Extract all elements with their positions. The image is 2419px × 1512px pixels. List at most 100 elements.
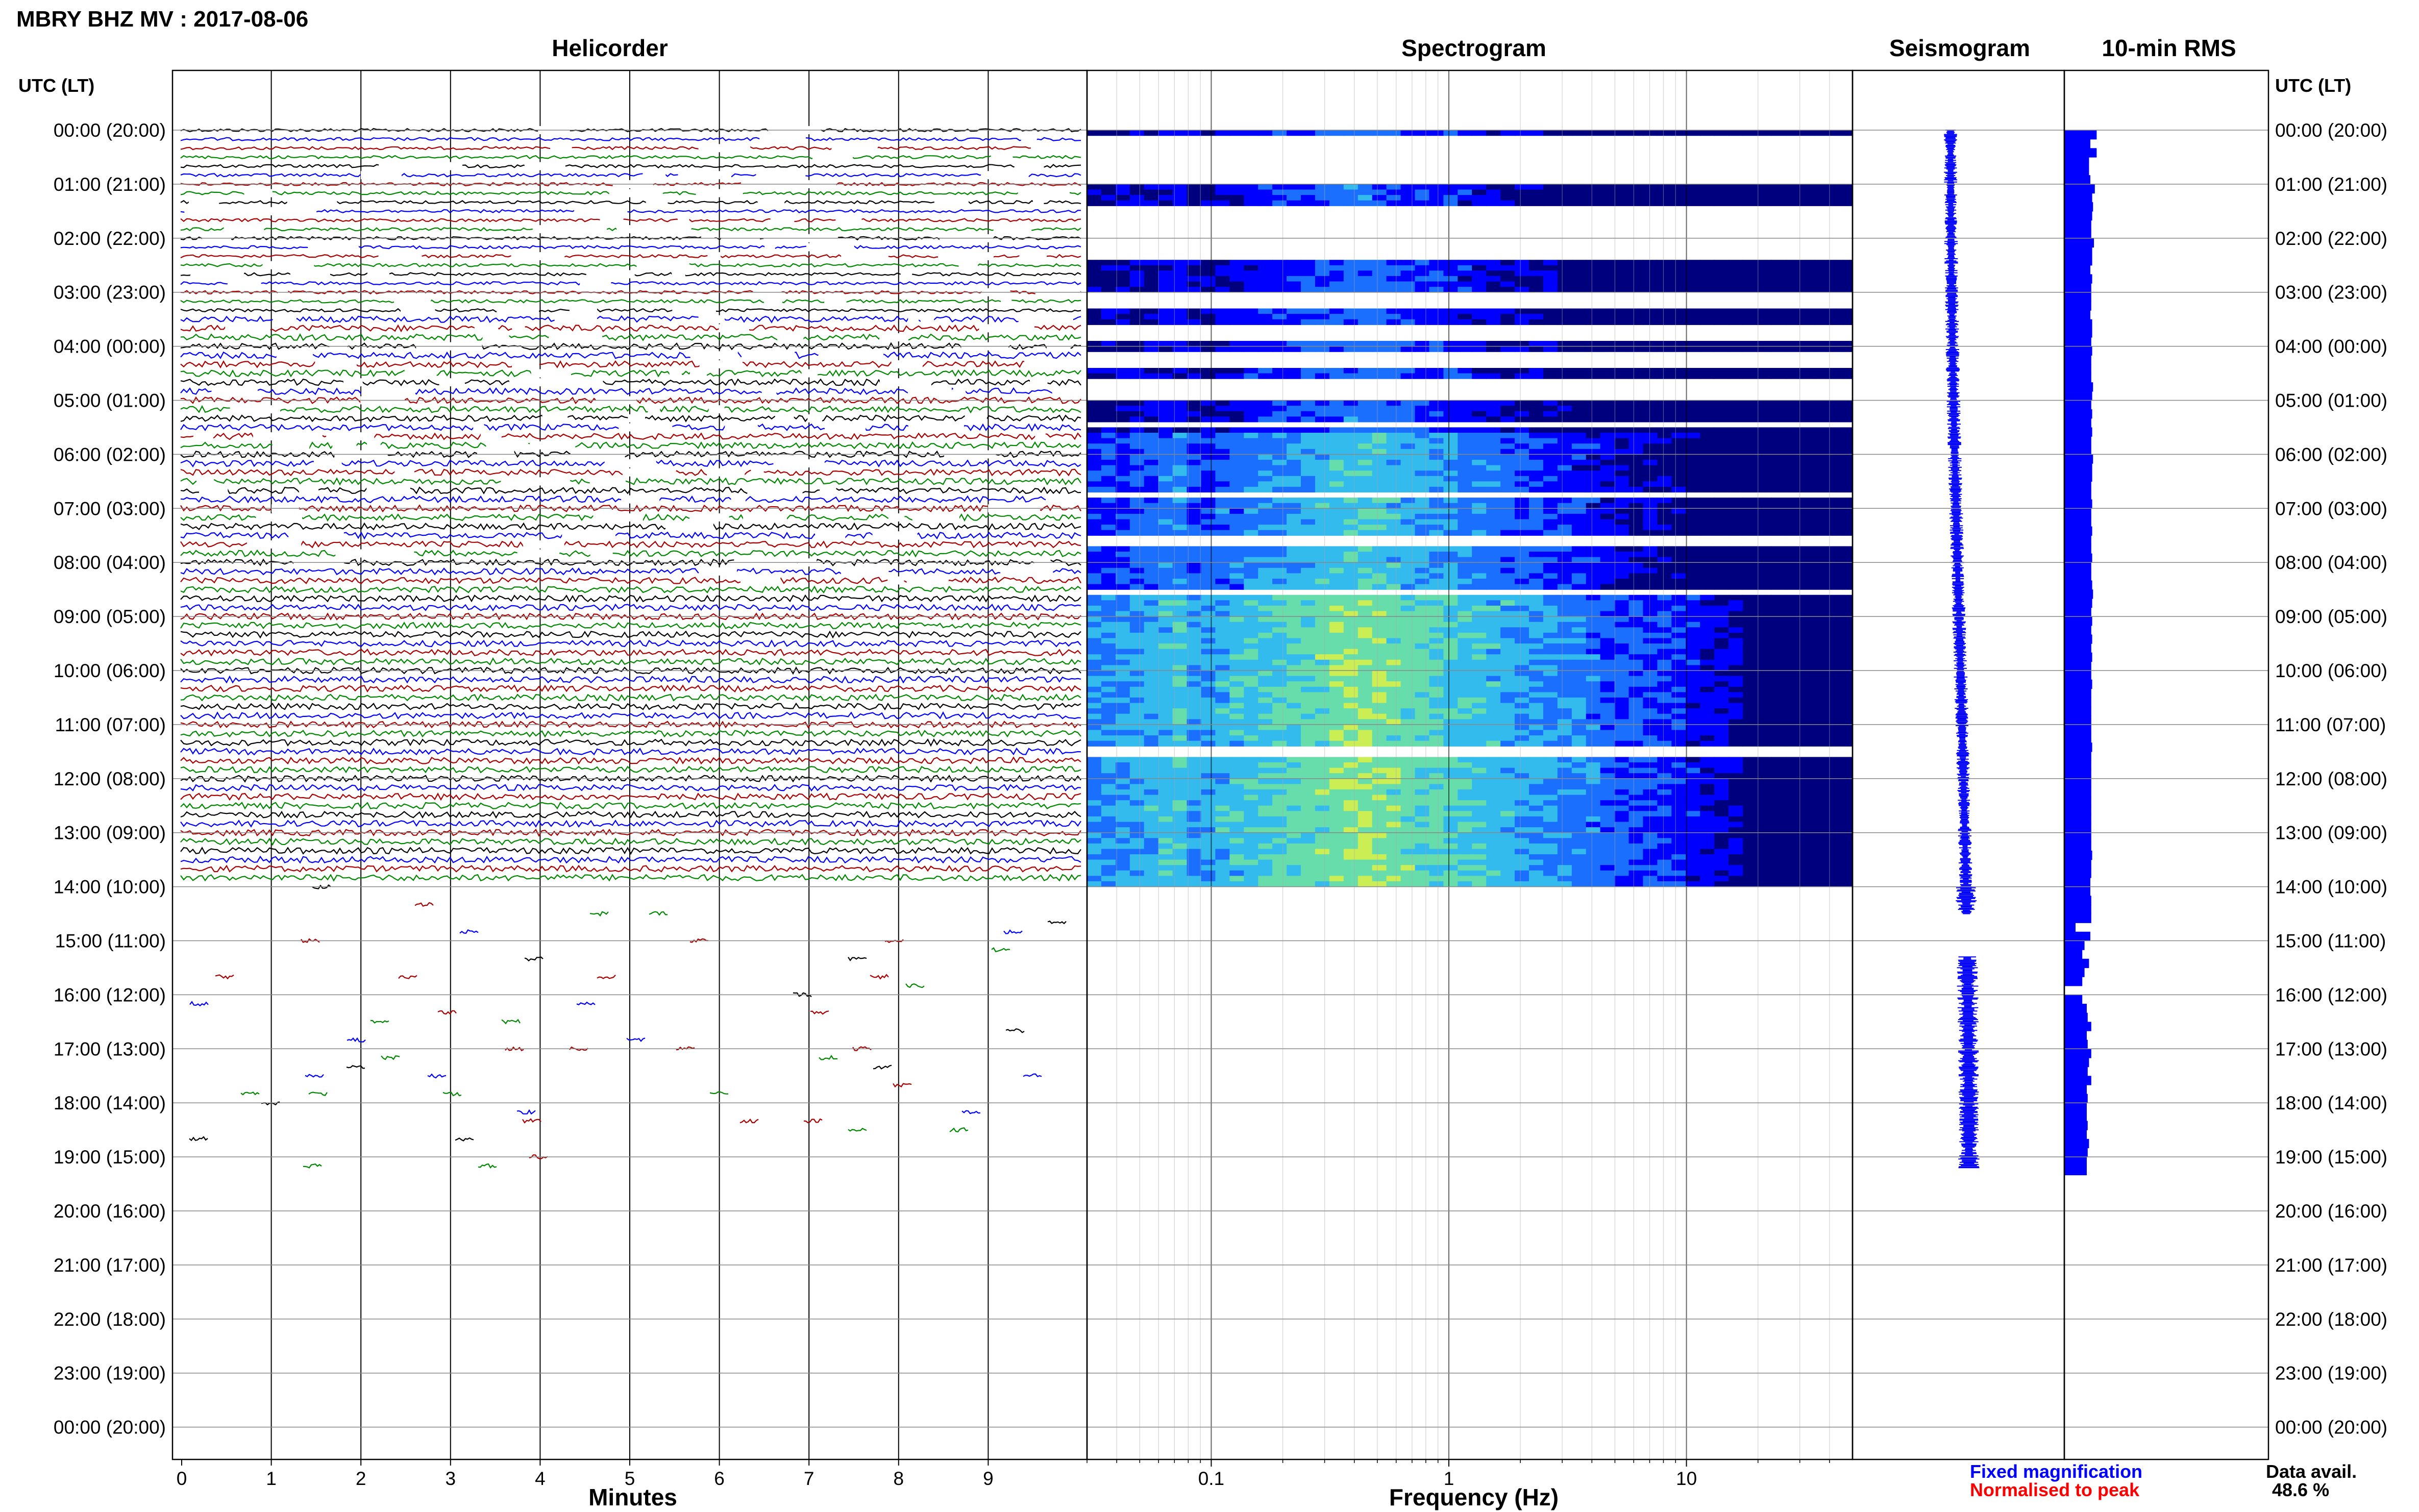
spectrogram-cell xyxy=(1187,795,1202,801)
spectrogram-cell xyxy=(1600,503,1615,509)
spectrogram-cell xyxy=(1842,632,1853,639)
spectrogram-cell xyxy=(1557,486,1572,493)
helicorder-trace xyxy=(180,711,1081,720)
spectrogram-cell xyxy=(1486,406,1501,412)
spectrogram-cell xyxy=(1529,632,1544,639)
spectrogram-cell xyxy=(1201,265,1216,271)
spectrogram-cell xyxy=(1842,579,1853,585)
spectrogram-cell xyxy=(1329,800,1344,806)
spectrogram-cell xyxy=(1329,594,1344,601)
spectrogram-cell xyxy=(1571,281,1587,287)
spectrogram-cell xyxy=(1244,611,1258,617)
spectrogram-cell xyxy=(1571,287,1587,293)
spectrogram-cell xyxy=(1714,795,1729,801)
spectrogram-cell xyxy=(1458,665,1472,671)
spectrogram-cell xyxy=(1543,438,1558,444)
spectrogram-cell xyxy=(1386,281,1401,287)
helicorder-gap xyxy=(1030,378,1048,387)
spectrogram-cell xyxy=(1244,757,1258,763)
spectrogram-cell xyxy=(1743,406,1758,412)
spectrogram-cell xyxy=(1329,449,1344,455)
spectrogram-cell xyxy=(1357,368,1373,374)
spectrogram-cell xyxy=(1429,416,1444,423)
helicorder-gap xyxy=(335,549,362,558)
spectrogram-cell xyxy=(1129,671,1145,677)
spectrogram-cell xyxy=(1515,508,1529,514)
spectrogram-cell xyxy=(1743,411,1758,417)
spectrogram-cell xyxy=(1686,735,1700,741)
spectrogram-cell xyxy=(1372,681,1387,687)
spectrogram-cell xyxy=(1500,460,1515,466)
spectrogram-cell xyxy=(1087,341,1102,347)
spectrogram-cell xyxy=(1515,476,1529,482)
spectrogram-cell xyxy=(1158,692,1173,698)
spectrogram-cell xyxy=(1700,460,1715,466)
spectrogram-cell xyxy=(1743,276,1758,282)
spectrogram-cell xyxy=(1400,427,1416,433)
spectrogram-cell xyxy=(1443,481,1459,487)
spectrogram-cell xyxy=(1543,281,1558,287)
helicorder-gap xyxy=(589,477,626,486)
spectrogram-cell xyxy=(1557,681,1572,687)
spectrogram-cell xyxy=(1301,406,1316,412)
spectrogram-cell xyxy=(1700,454,1715,460)
spectrogram-cell xyxy=(1614,486,1630,493)
spectrogram-cell xyxy=(1529,789,1544,796)
spectrogram-cell xyxy=(1529,767,1544,774)
spectrogram-cell xyxy=(1657,287,1672,293)
spectrogram-cell xyxy=(1729,671,1743,677)
spectrogram-cell xyxy=(1743,341,1758,347)
spectrogram-cell xyxy=(1714,200,1729,206)
spectrogram-cell xyxy=(1571,795,1587,801)
spectrogram-cell xyxy=(1101,757,1116,763)
spectrogram-cell xyxy=(1799,525,1815,531)
spectrogram-cell xyxy=(1700,719,1715,725)
spectrogram-cell xyxy=(1172,184,1188,190)
spectrogram-cell xyxy=(1329,605,1344,612)
spectrogram-cell xyxy=(1415,762,1430,769)
spectrogram-cell xyxy=(1458,525,1472,531)
spectrogram-cell xyxy=(1757,546,1772,552)
spectrogram-cell xyxy=(1500,713,1515,720)
spectrogram-cell xyxy=(1486,270,1501,277)
spectrogram-cell xyxy=(1129,778,1145,784)
spectrogram-cell xyxy=(1187,740,1202,747)
spectrogram-cell xyxy=(1757,713,1772,720)
spectrogram-cell xyxy=(1799,573,1815,579)
spectrogram-cell xyxy=(1686,654,1700,660)
spectrogram-cell xyxy=(1129,622,1145,628)
spectrogram-cell xyxy=(1158,416,1173,423)
spectrogram-cell xyxy=(1458,341,1472,347)
spectrogram-cell xyxy=(1785,200,1800,206)
spectrogram-cell xyxy=(1771,346,1786,352)
spectrogram-cell xyxy=(1557,411,1572,417)
spectrogram-cell xyxy=(1386,671,1401,677)
spectrogram-cell xyxy=(1301,552,1316,558)
spectrogram-cell xyxy=(1400,130,1416,136)
spectrogram-cell xyxy=(1357,638,1373,644)
spectrogram-cell xyxy=(1244,314,1258,320)
helicorder-gap xyxy=(912,513,959,522)
spectrogram-cell xyxy=(1657,638,1672,644)
spectrogram-cell xyxy=(1714,265,1729,271)
spectrogram-cell xyxy=(1586,627,1601,633)
spectrogram-cell xyxy=(1700,713,1715,720)
spectrogram-cell xyxy=(1229,508,1244,514)
spectrogram-cell xyxy=(1557,406,1572,412)
spectrogram-cell xyxy=(1343,470,1359,477)
helicorder-gap xyxy=(530,441,576,450)
spectrogram-cell xyxy=(1757,265,1772,271)
spectrogram-cell xyxy=(1628,465,1644,471)
spectrogram-cell xyxy=(1400,757,1416,763)
spectrogram-cell xyxy=(1785,184,1800,190)
spectrogram-cell xyxy=(1686,184,1700,190)
spectrogram-cell xyxy=(1842,189,1853,195)
spectrogram-cell xyxy=(1258,681,1273,687)
spectrogram-cell xyxy=(1671,594,1686,601)
spectrogram-cell xyxy=(1301,200,1316,206)
spectrogram-cell xyxy=(1244,708,1258,714)
spectrogram-cell xyxy=(1543,460,1558,466)
spectrogram-cell xyxy=(1315,368,1330,374)
spectrogram-cell xyxy=(1229,308,1244,314)
spectrogram-cell xyxy=(1814,719,1829,725)
